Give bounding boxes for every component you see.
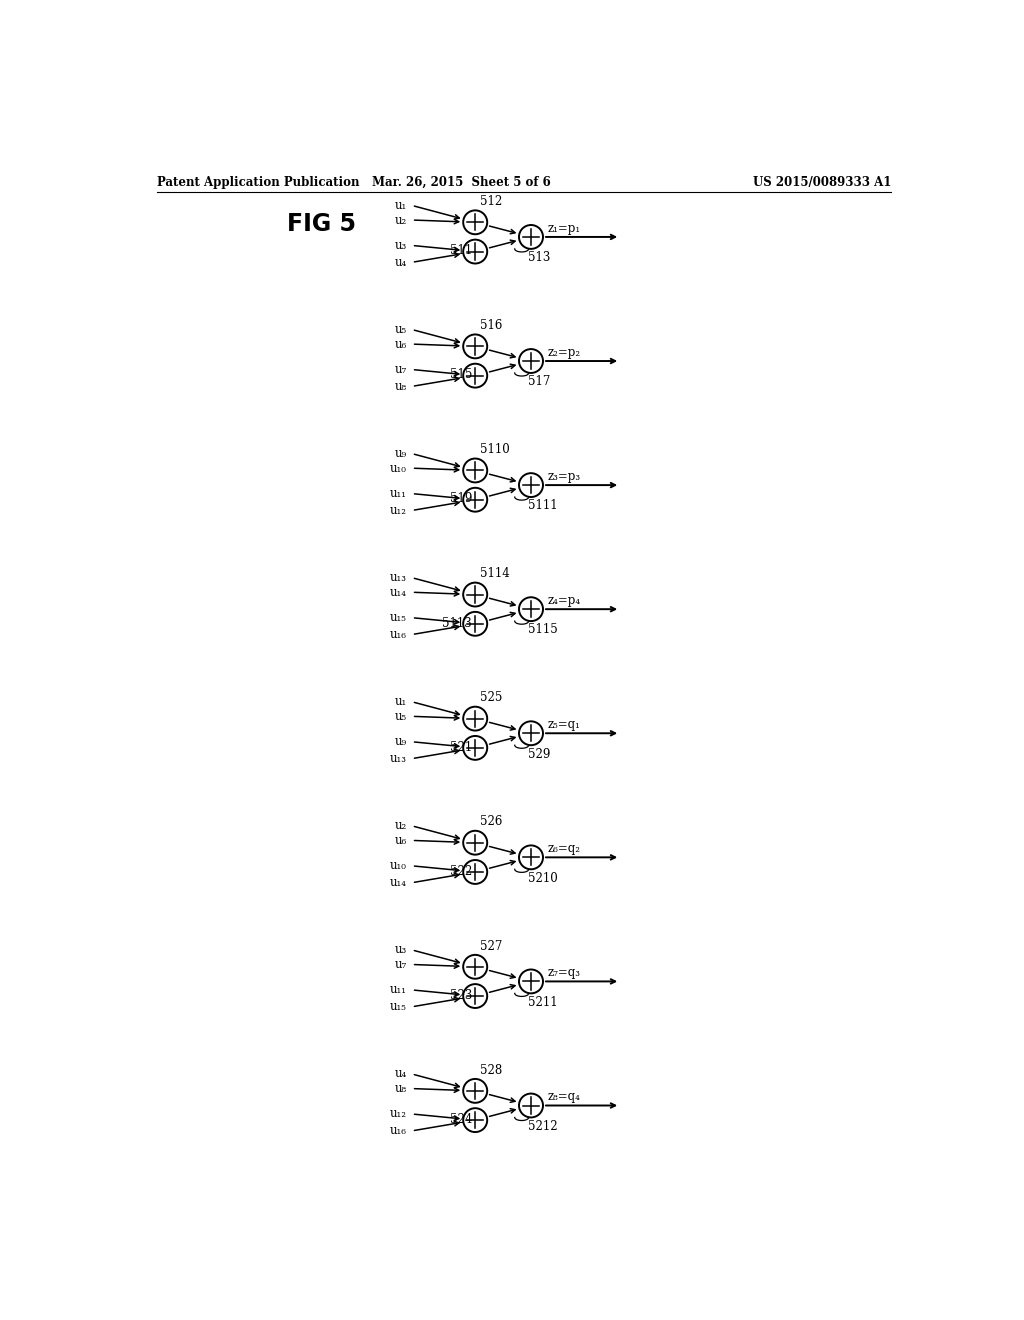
Text: 524: 524 <box>450 1113 472 1126</box>
Text: z₆=q₂: z₆=q₂ <box>548 842 581 855</box>
Text: 528: 528 <box>480 1064 502 1077</box>
Text: 512: 512 <box>480 195 502 209</box>
Text: u₇: u₇ <box>394 958 407 972</box>
Text: 511: 511 <box>450 244 472 257</box>
Text: u₉: u₉ <box>395 735 407 748</box>
Text: 5111: 5111 <box>528 499 557 512</box>
Text: 5114: 5114 <box>480 568 510 581</box>
Text: u₈: u₈ <box>395 380 407 393</box>
Text: u₄: u₄ <box>394 1068 407 1081</box>
Text: z₈=q₄: z₈=q₄ <box>548 1090 581 1104</box>
Text: u₅: u₅ <box>395 323 407 337</box>
Text: 517: 517 <box>528 375 550 388</box>
Text: 5113: 5113 <box>442 616 472 630</box>
Text: u₁₀: u₁₀ <box>390 462 407 475</box>
Text: 525: 525 <box>480 692 502 705</box>
Text: u₆: u₆ <box>394 338 407 351</box>
Text: 513: 513 <box>528 251 550 264</box>
Text: z₅=q₁: z₅=q₁ <box>548 718 581 731</box>
Text: 516: 516 <box>480 319 502 333</box>
Text: u₁₄: u₁₄ <box>390 876 407 890</box>
Text: u₉: u₉ <box>395 447 407 461</box>
Text: 527: 527 <box>480 940 502 953</box>
Text: 5211: 5211 <box>528 995 557 1008</box>
Text: u₇: u₇ <box>394 363 407 376</box>
Text: 522: 522 <box>450 865 472 878</box>
Text: 5210: 5210 <box>528 871 558 884</box>
Text: 521: 521 <box>450 741 472 754</box>
Text: u₁: u₁ <box>394 199 407 213</box>
Text: u₁₀: u₁₀ <box>390 859 407 873</box>
Text: u₁₁: u₁₁ <box>390 487 407 500</box>
Text: u₃: u₃ <box>394 239 407 252</box>
Text: u₁₂: u₁₂ <box>390 1107 407 1121</box>
Text: z₁=p₁: z₁=p₁ <box>548 222 581 235</box>
Text: u₂: u₂ <box>394 820 407 833</box>
Text: u₁₂: u₁₂ <box>390 504 407 517</box>
Text: Patent Application Publication: Patent Application Publication <box>158 176 360 189</box>
Text: u₁₁: u₁₁ <box>390 983 407 997</box>
Text: Mar. 26, 2015  Sheet 5 of 6: Mar. 26, 2015 Sheet 5 of 6 <box>372 176 551 189</box>
Text: 5212: 5212 <box>528 1119 557 1133</box>
Text: z₄=p₄: z₄=p₄ <box>548 594 581 607</box>
Text: 519: 519 <box>450 492 472 506</box>
Text: 5115: 5115 <box>528 623 558 636</box>
Text: u₁₄: u₁₄ <box>390 586 407 599</box>
Text: u₆: u₆ <box>394 834 407 847</box>
Text: u₃: u₃ <box>394 944 407 957</box>
Text: z₃=p₃: z₃=p₃ <box>548 470 581 483</box>
Text: u₈: u₈ <box>395 1082 407 1096</box>
Text: 515: 515 <box>450 368 472 381</box>
Text: u₁₃: u₁₃ <box>390 572 407 585</box>
Text: 529: 529 <box>528 747 550 760</box>
Text: z₇=q₃: z₇=q₃ <box>548 966 581 979</box>
Text: z₂=p₂: z₂=p₂ <box>548 346 581 359</box>
Text: u₅: u₅ <box>395 710 407 723</box>
Text: FIG 5: FIG 5 <box>287 213 356 236</box>
Text: u₄: u₄ <box>394 256 407 269</box>
Text: 523: 523 <box>450 989 472 1002</box>
Text: US 2015/0089333 A1: US 2015/0089333 A1 <box>753 176 891 189</box>
Text: u₁₆: u₁₆ <box>390 1125 407 1138</box>
Text: 526: 526 <box>480 816 502 829</box>
Text: u₁₆: u₁₆ <box>390 628 407 642</box>
Text: u₂: u₂ <box>394 214 407 227</box>
Text: u₁₃: u₁₃ <box>390 752 407 766</box>
Text: u₁₅: u₁₅ <box>390 1001 407 1014</box>
Text: u₁₅: u₁₅ <box>390 611 407 624</box>
Text: u₁: u₁ <box>394 696 407 709</box>
Text: 5110: 5110 <box>480 444 510 457</box>
